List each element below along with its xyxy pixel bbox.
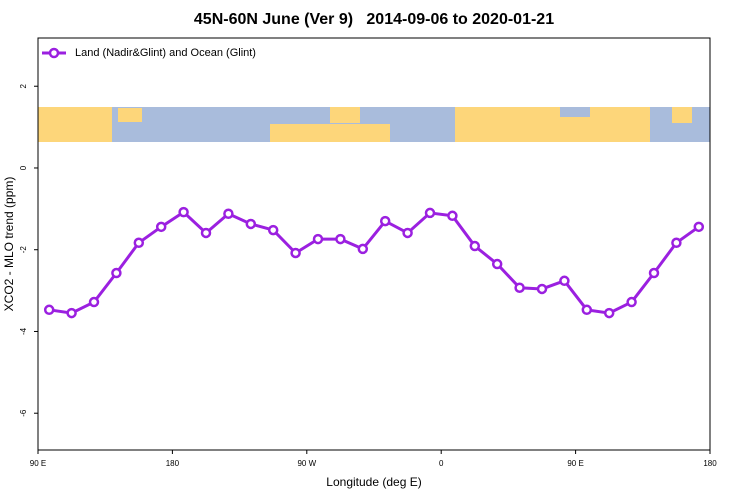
point — [581, 304, 593, 316]
map-strip — [38, 107, 710, 142]
x-tick-label: 0 — [439, 459, 444, 468]
point — [335, 233, 346, 245]
point — [111, 267, 122, 279]
point — [626, 296, 637, 308]
y-tick-label: 0 — [19, 165, 28, 170]
chart-title: 45N-60N June (Ver 9) 2014-09-06 to 2020-… — [194, 11, 554, 28]
point — [514, 282, 525, 293]
line — [48, 210, 700, 315]
legend-marker — [48, 47, 60, 59]
point — [43, 304, 55, 316]
x-tick-label: 90 E — [30, 459, 46, 468]
legend-label: Land (Nadir&Glint) and Ocean (Glint) — [75, 47, 256, 59]
point — [267, 224, 279, 236]
point — [469, 240, 481, 252]
point — [88, 296, 100, 308]
point — [155, 221, 167, 233]
x-tick-label: 90 W — [297, 459, 316, 468]
point — [559, 275, 570, 287]
y-tick-label: -4 — [19, 327, 28, 335]
point — [178, 206, 189, 218]
x-axis-title: Longitude (deg E) — [326, 475, 421, 489]
x-tick-label: 180 — [166, 459, 180, 468]
y-tick-label: -2 — [19, 246, 28, 254]
y-tick-label: 2 — [19, 83, 28, 88]
point — [603, 307, 615, 319]
point — [133, 237, 145, 249]
point — [424, 207, 436, 219]
y-tick-label: -6 — [19, 409, 28, 417]
point — [491, 258, 503, 270]
point — [447, 210, 458, 222]
x-tick-label: 180 — [703, 459, 717, 468]
point — [245, 218, 257, 230]
point — [402, 227, 413, 239]
point — [312, 233, 324, 245]
point — [379, 215, 391, 227]
point — [536, 283, 548, 295]
point — [357, 243, 369, 255]
point — [200, 227, 212, 239]
point — [290, 247, 301, 259]
point — [671, 237, 682, 249]
plot-frame — [37, 37, 711, 451]
point — [223, 208, 234, 220]
point — [66, 307, 77, 319]
point — [693, 221, 705, 233]
x-tick-label: 90 E — [567, 459, 583, 468]
point — [648, 267, 660, 279]
y-axis-title: XCO2 - MLO trend (ppm) — [2, 177, 16, 312]
